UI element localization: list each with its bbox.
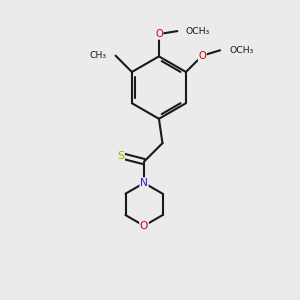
Text: CH₃: CH₃ <box>90 51 106 60</box>
Text: O: O <box>198 51 206 61</box>
Text: O: O <box>140 221 148 231</box>
Text: N: N <box>140 178 148 188</box>
Text: OCH₃: OCH₃ <box>186 27 210 36</box>
Text: S: S <box>117 151 124 160</box>
Text: OCH₃: OCH₃ <box>229 46 253 55</box>
Text: O: O <box>155 29 163 39</box>
